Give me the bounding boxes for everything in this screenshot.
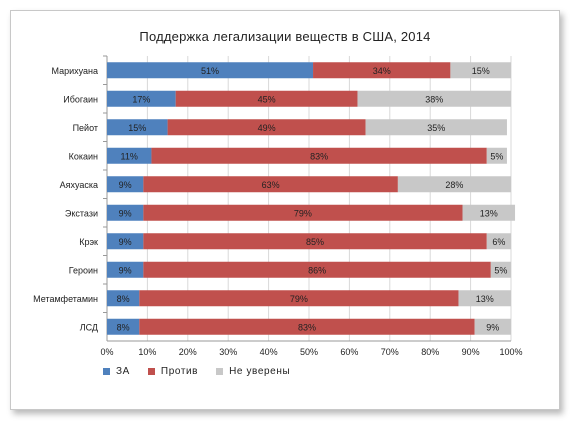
bar-segment bbox=[365, 119, 507, 136]
bar-segment bbox=[107, 176, 144, 193]
data-label: 79% bbox=[294, 208, 312, 218]
bar-segment bbox=[450, 62, 511, 79]
x-tick-label: 40% bbox=[260, 347, 278, 357]
data-label: 28% bbox=[445, 180, 463, 190]
bar-segment bbox=[143, 176, 398, 193]
category-label: Экстази bbox=[65, 208, 98, 218]
data-label: 38% bbox=[425, 94, 443, 104]
data-label: 63% bbox=[262, 180, 280, 190]
data-label: 15% bbox=[128, 123, 146, 133]
legend-swatch bbox=[103, 368, 110, 375]
legend-swatch bbox=[216, 368, 224, 375]
chart-title: Поддержка легализации веществ в США, 201… bbox=[139, 29, 431, 44]
data-label: 9% bbox=[486, 322, 499, 332]
x-tick-label: 60% bbox=[340, 347, 358, 357]
category-label: Марихуана bbox=[51, 66, 98, 76]
chart-frame: Поддержка легализации веществ в США, 201… bbox=[10, 10, 560, 410]
category-label: Крэк bbox=[79, 237, 98, 247]
bar-segment bbox=[139, 318, 475, 335]
data-label: 9% bbox=[119, 180, 132, 190]
data-label: 6% bbox=[492, 237, 505, 247]
x-tick-label: 70% bbox=[381, 347, 399, 357]
bar-segment bbox=[357, 90, 511, 107]
legend-swatch bbox=[147, 368, 155, 375]
data-label: 86% bbox=[308, 265, 326, 275]
bar-segment bbox=[107, 147, 152, 164]
bar-segment bbox=[167, 119, 366, 136]
data-label: 13% bbox=[476, 294, 494, 304]
bar-segment bbox=[139, 290, 459, 307]
legend-item: Против bbox=[147, 366, 199, 377]
category-label: Пейот bbox=[73, 123, 98, 133]
legend-item: ЗА bbox=[103, 366, 130, 377]
bar-segment bbox=[107, 318, 140, 335]
bar-segment bbox=[313, 62, 451, 79]
bar-segment bbox=[151, 147, 487, 164]
x-tick-label: 80% bbox=[421, 347, 439, 357]
data-label: 34% bbox=[373, 66, 391, 76]
data-label: 49% bbox=[258, 123, 276, 133]
data-label: 45% bbox=[258, 94, 276, 104]
bar-segment bbox=[107, 62, 314, 79]
x-tick-label: 10% bbox=[138, 347, 156, 357]
bar-segment bbox=[397, 176, 511, 193]
data-label: 35% bbox=[427, 123, 445, 133]
legend-label: Не уверены bbox=[229, 366, 291, 377]
data-label: 15% bbox=[472, 66, 490, 76]
bar-segment bbox=[107, 90, 176, 107]
data-label: 51% bbox=[201, 66, 219, 76]
bar-segment bbox=[143, 261, 491, 278]
data-label: 5% bbox=[490, 151, 503, 161]
x-tick-label: 0% bbox=[100, 347, 113, 357]
category-label: Аяхуаска bbox=[60, 180, 98, 190]
data-label: 8% bbox=[117, 322, 130, 332]
bar-segment bbox=[486, 233, 511, 250]
legend-item: Не уверены bbox=[216, 366, 290, 377]
data-label: 8% bbox=[117, 294, 130, 304]
x-tick-label: 30% bbox=[219, 347, 237, 357]
x-tick-label: 20% bbox=[179, 347, 197, 357]
data-label: 11% bbox=[121, 151, 138, 161]
category-label: Ибогаин bbox=[63, 94, 98, 104]
data-label: 85% bbox=[306, 237, 324, 247]
category-label: ЛСД bbox=[80, 322, 98, 332]
bar-segment bbox=[175, 90, 358, 107]
bar-segment bbox=[143, 233, 487, 250]
data-label: 79% bbox=[290, 294, 308, 304]
data-label: 83% bbox=[310, 151, 328, 161]
category-label: Кокаин bbox=[69, 151, 98, 161]
data-label: 5% bbox=[494, 265, 507, 275]
data-label: 83% bbox=[298, 322, 316, 332]
category-label: Метамфетамин bbox=[33, 294, 98, 304]
chart-plot: 0% 10% 20% 30% 40% 50% 60% 70% 80% 90% 100% Марихуа… bbox=[33, 55, 523, 357]
x-tick-label: 50% bbox=[300, 347, 318, 357]
data-label: 9% bbox=[119, 208, 132, 218]
data-label: 17% bbox=[132, 94, 150, 104]
legend-label: Против bbox=[160, 366, 199, 377]
legend-label: ЗА bbox=[116, 366, 130, 377]
data-label: 9% bbox=[119, 265, 132, 275]
bar-segment bbox=[107, 204, 144, 221]
bar-segment bbox=[107, 261, 144, 278]
bar-segment bbox=[107, 119, 168, 136]
category-label: Героин bbox=[69, 265, 98, 275]
x-tick-label: 90% bbox=[462, 347, 480, 357]
x-tick-label: 100% bbox=[499, 347, 522, 357]
data-label: 13% bbox=[480, 208, 498, 218]
chart-legend: ЗА Против Не уверены bbox=[103, 366, 290, 377]
bar-segment bbox=[474, 318, 511, 335]
bar-segment bbox=[462, 204, 516, 221]
bar-segment bbox=[143, 204, 463, 221]
bar-segment bbox=[486, 147, 507, 164]
bar-segment bbox=[107, 233, 144, 250]
bar-segment bbox=[458, 290, 511, 307]
bar-segment bbox=[490, 261, 511, 278]
bar-segment bbox=[107, 290, 140, 307]
data-label: 9% bbox=[119, 237, 132, 247]
